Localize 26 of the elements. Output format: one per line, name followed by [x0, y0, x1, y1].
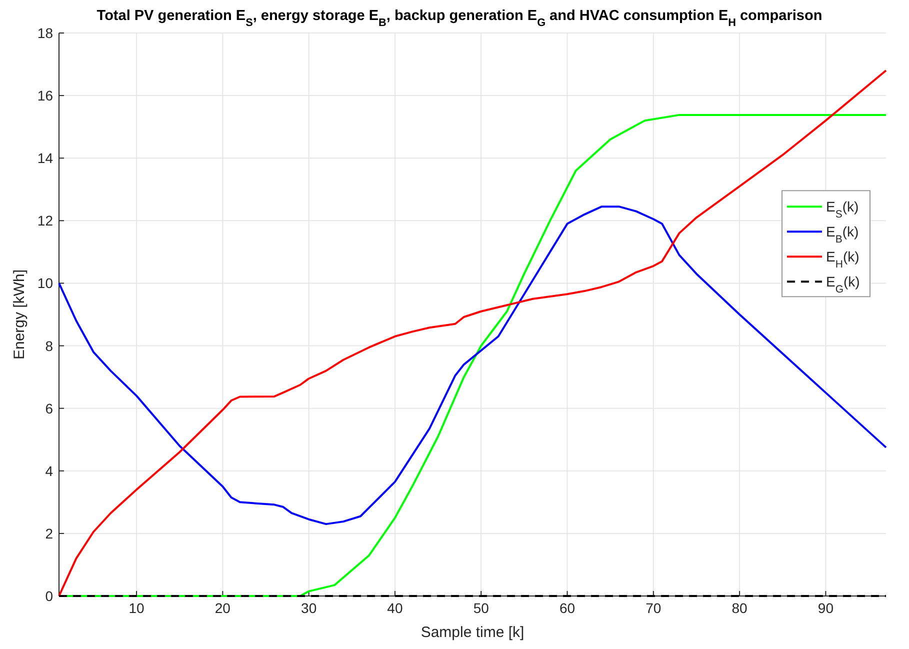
y-tick-label: 10	[37, 275, 54, 292]
legend-label: E$_{G}$(k)	[826, 274, 860, 296]
x-tick-label: 80	[732, 600, 748, 616]
y-tick-label: 0	[45, 588, 54, 604]
legend-label: E$_{S}$(k)	[826, 198, 859, 221]
chart-title: Total PV generation E$_{S}$, energy storage E$_{B}$, backup generation E$_{G}$ and HVAC consumption E$_{H}$ comparison	[96, 8, 822, 29]
y-axis-title: Energy [kWh]	[11, 269, 28, 360]
y-tick-label: 4	[45, 462, 54, 479]
y-tick-label: 8	[45, 338, 54, 354]
y-tick-label: 16	[37, 88, 54, 104]
x-tick-label: 10	[128, 600, 145, 616]
legend-label: E$_{B}$(k)	[826, 224, 859, 246]
x-axis-title: Sample time [k]	[420, 624, 524, 641]
x-tick-label: 30	[301, 600, 317, 616]
y-tick-label: 2	[45, 525, 54, 542]
x-tick-label: 20	[214, 600, 231, 616]
x-tick-label: 90	[818, 600, 834, 616]
x-tick-label: 70	[646, 600, 662, 616]
y-tick-label: 14	[37, 150, 54, 166]
y-tick-label: 18	[37, 25, 54, 41]
x-tick-label: 50	[473, 600, 490, 616]
x-tick-label: 40	[387, 600, 403, 616]
y-tick-label: 12	[37, 212, 54, 229]
x-tick-label: 60	[559, 600, 576, 616]
legend-label: E$_{H}$(k)	[826, 248, 860, 271]
y-tick-label: 6	[45, 400, 54, 416]
